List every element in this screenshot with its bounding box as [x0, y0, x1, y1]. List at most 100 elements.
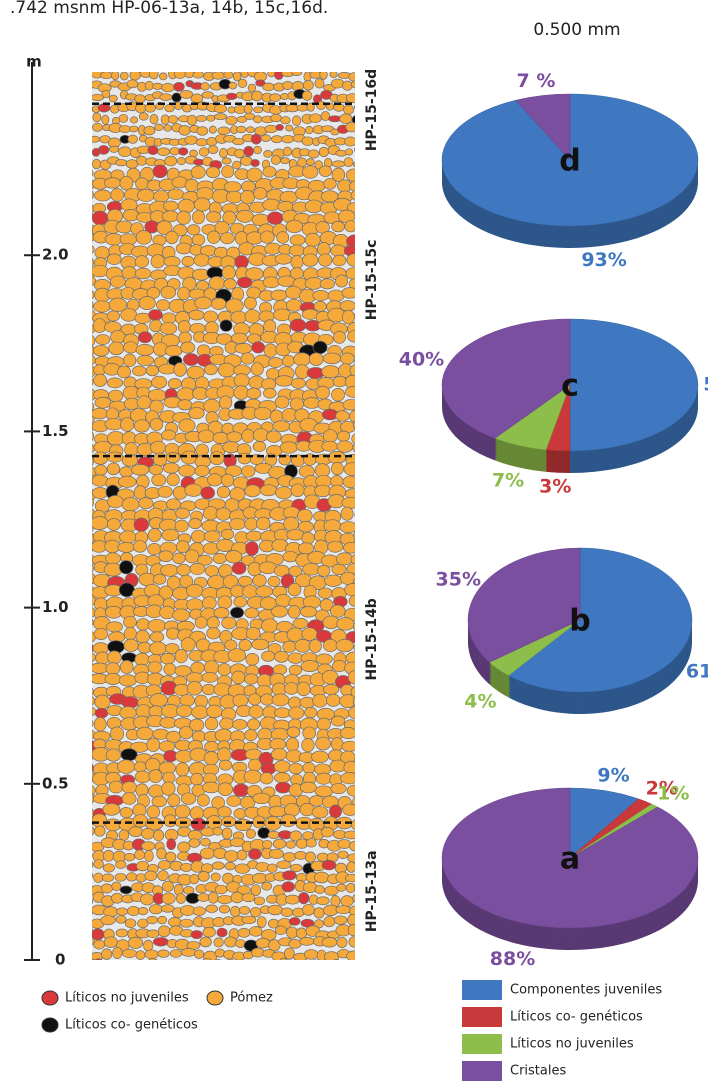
clast — [319, 72, 328, 80]
clast — [187, 114, 197, 126]
clast — [92, 264, 109, 278]
clast — [103, 849, 115, 862]
clast — [109, 145, 120, 153]
clast — [332, 254, 347, 267]
clast — [204, 363, 218, 376]
clast — [221, 165, 235, 179]
clast — [148, 309, 163, 321]
sample-label: HP-15-14b — [364, 598, 380, 680]
clast — [349, 180, 355, 193]
clast — [92, 785, 96, 797]
clast — [134, 267, 152, 280]
clast — [337, 850, 349, 859]
clast — [260, 134, 272, 142]
clast — [135, 950, 146, 960]
clast — [120, 417, 135, 432]
clast — [250, 906, 262, 918]
clast — [355, 961, 368, 969]
clast — [143, 125, 156, 136]
clast — [214, 728, 233, 743]
clast — [245, 541, 259, 556]
clast — [216, 747, 232, 763]
clast — [119, 885, 133, 895]
clast — [94, 825, 106, 837]
clast — [279, 441, 298, 454]
clast — [346, 861, 355, 873]
clast — [342, 803, 355, 816]
clast — [347, 853, 355, 863]
clast — [115, 928, 129, 938]
clast — [165, 452, 181, 464]
clast — [111, 881, 122, 892]
clast — [157, 915, 168, 925]
clast — [178, 125, 191, 136]
clast — [167, 188, 185, 200]
pie-value-label: 50% — [703, 374, 708, 396]
clast — [261, 881, 273, 891]
clast — [92, 706, 97, 717]
clast — [135, 344, 155, 356]
clast — [225, 550, 243, 564]
clast — [283, 947, 295, 960]
clast — [234, 863, 251, 874]
clast — [121, 781, 138, 794]
clast — [241, 428, 255, 444]
clast — [296, 104, 309, 112]
clast — [115, 220, 134, 234]
clast — [100, 883, 113, 894]
pie-slice — [508, 547, 693, 693]
clast — [195, 115, 207, 122]
clast — [176, 704, 193, 718]
clast — [150, 254, 165, 269]
clast — [121, 266, 138, 280]
clast — [315, 772, 332, 785]
clast — [160, 564, 179, 577]
clast — [207, 473, 223, 487]
clast — [133, 485, 147, 500]
clast — [164, 851, 177, 863]
clast — [304, 851, 316, 863]
clast — [286, 726, 301, 738]
clast — [93, 300, 112, 313]
clast — [211, 861, 225, 870]
clast — [269, 93, 282, 102]
clast — [118, 475, 137, 488]
clast — [351, 433, 355, 445]
clast — [340, 506, 354, 521]
clast — [233, 373, 250, 388]
clast — [116, 907, 129, 916]
clast — [161, 781, 176, 796]
clast — [210, 872, 221, 882]
clast — [288, 706, 305, 720]
clast — [115, 860, 127, 869]
clast — [353, 643, 355, 652]
clast — [161, 210, 180, 223]
clast — [202, 957, 212, 960]
clast — [206, 114, 216, 122]
clast — [95, 651, 110, 665]
clast — [329, 804, 342, 819]
clast — [92, 354, 96, 366]
clast — [231, 670, 246, 685]
pie-value-label: 4% — [464, 691, 496, 713]
clast — [345, 883, 355, 894]
scale-label: 1.0 — [42, 598, 69, 616]
clast — [217, 663, 232, 676]
pie-value-label: 61% — [686, 660, 708, 682]
clast — [241, 915, 257, 925]
clast — [225, 298, 244, 313]
clast — [174, 804, 191, 819]
clast — [291, 115, 302, 126]
clast — [175, 242, 192, 255]
clast — [117, 365, 132, 379]
clast — [318, 165, 333, 177]
clast — [160, 652, 176, 665]
scale-label: 2.0 — [42, 246, 69, 264]
clast — [190, 930, 203, 940]
clast — [92, 687, 94, 696]
clast — [103, 936, 119, 948]
clast — [346, 253, 355, 267]
clast — [276, 231, 290, 244]
clast — [148, 958, 158, 960]
clast — [280, 157, 290, 165]
